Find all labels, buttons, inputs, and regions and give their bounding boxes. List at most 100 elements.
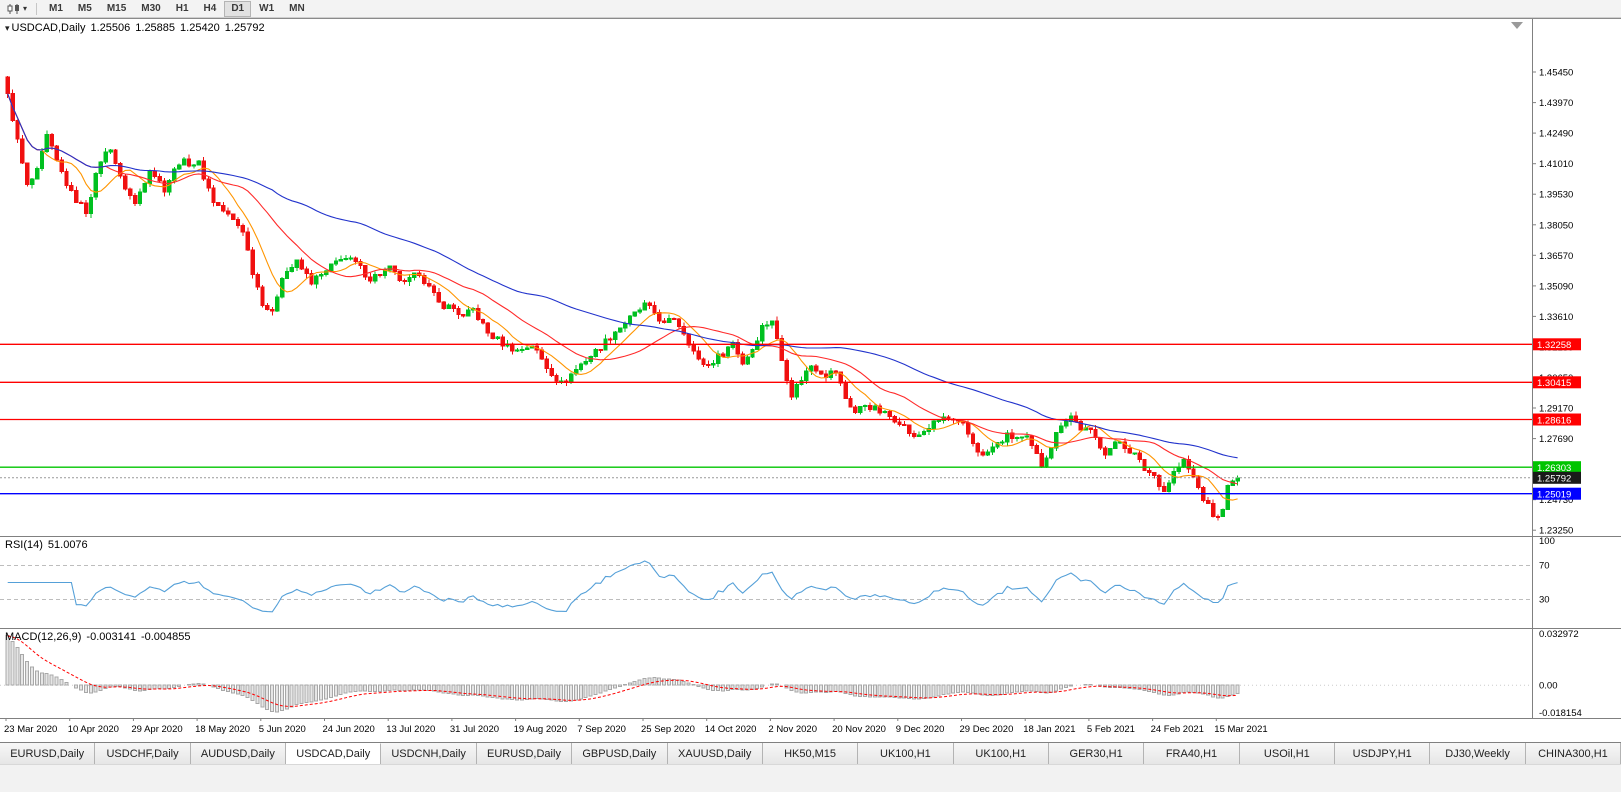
price-tick-label: 1.36570: [1539, 251, 1573, 262]
rsi-tick-label: 30: [1539, 595, 1550, 606]
timeframe-button-m15[interactable]: M15: [100, 1, 133, 17]
timeframe-button-d1[interactable]: D1: [224, 0, 252, 17]
ma-mid-red: [7, 93, 1238, 485]
symbol-tab-3-usdcad-daily[interactable]: USDCAD,Daily: [286, 743, 382, 764]
timeframe-button-m1[interactable]: M1: [42, 1, 70, 17]
price-tick-label: 1.39530: [1539, 190, 1573, 201]
dropdown-caret-icon: ▾: [23, 3, 28, 13]
candlestick-chart-icon: [7, 3, 19, 14]
ma-fast-orange: [7, 93, 1238, 501]
chart-tabs-bar: EURUSD,Daily USDCHF,Daily AUDUSD,Daily USDC…: [0, 742, 1621, 764]
timeframe-button-m30[interactable]: M30: [134, 1, 167, 17]
price-tick-label: 1.45450: [1539, 68, 1573, 79]
macd-tick-label: 0.00: [1539, 681, 1558, 692]
date-tick-label: 2 Nov 2020: [768, 724, 817, 735]
date-tick-label: 18 May 2020: [195, 724, 250, 735]
date-tick-label: 20 Nov 2020: [832, 724, 886, 735]
timeframe-button-h4[interactable]: H4: [197, 1, 224, 17]
candles: [5, 76, 1240, 521]
price-tick-label: 1.23250: [1539, 526, 1573, 537]
chart-window: 1.45450 1.43970 1.42490 1.41010 1.39530 1.380…: [0, 18, 1621, 743]
date-tick-label: 9 Dec 2020: [896, 724, 945, 735]
bottom-strip: [0, 764, 1621, 792]
macd-signal-line: [7, 635, 1238, 707]
rsi-line: [7, 560, 1238, 613]
timeframe-button-h1[interactable]: H1: [169, 1, 196, 17]
symbol-tab-8-hk50-m15[interactable]: HK50,M15: [762, 743, 859, 764]
date-tick-label: 23 Mar 2020: [4, 724, 57, 735]
chart-type-dropdown[interactable]: ▾: [3, 3, 31, 15]
svg-text:1.26303: 1.26303: [1537, 463, 1571, 474]
time-axis: 23 Mar 2020 10 Apr 2020 29 Apr 2020 18 May …: [4, 718, 1268, 735]
price-tick-label: 1.29170: [1539, 404, 1573, 415]
timeframe-toolbar: ▾ M1 M5 M15 M30 H1 H4 D1 W1 MN: [0, 0, 1621, 18]
symbol-tab-7-xauusd-daily[interactable]: XAUUSD,Daily: [667, 743, 763, 764]
timeframe-button-m5[interactable]: M5: [71, 1, 99, 17]
date-tick-label: 18 Jan 2021: [1023, 724, 1075, 735]
symbol-tab-12-fra40-h1[interactable]: FRA40,H1: [1144, 743, 1240, 764]
price-tick-label: 1.42490: [1539, 129, 1573, 140]
resistance-line-3-price-tag[interactable]: 1.28616: [1533, 413, 1581, 427]
svg-text:1.28616: 1.28616: [1537, 415, 1571, 426]
symbol-tab-13-usoil-h1[interactable]: USOil,H1: [1239, 743, 1336, 764]
symbol-tab-1-usdchf-daily[interactable]: USDCHF,Daily: [95, 743, 191, 764]
date-tick-label: 19 Aug 2020: [514, 724, 567, 735]
price-tick-label: 1.33610: [1539, 312, 1573, 323]
date-tick-label: 24 Jun 2020: [323, 724, 375, 735]
current-price-tag[interactable]: 1.25792: [1533, 471, 1581, 485]
symbol-tab-14-usdjpy-h1[interactable]: USDJPY,H1: [1335, 743, 1431, 764]
svg-text:1.25792: 1.25792: [1537, 474, 1571, 485]
support-line-green-price-tag[interactable]: 1.26303: [1533, 461, 1581, 474]
date-tick-label: 14 Oct 2020: [705, 724, 757, 735]
timeframe-buttons: M1 M5 M15 M30 H1 H4 D1 W1 MN: [42, 0, 312, 17]
price-tick-label: 1.24730: [1539, 495, 1573, 506]
svg-text:1.32258: 1.32258: [1537, 340, 1571, 351]
price-tick-label: 1.38050: [1539, 220, 1573, 231]
price-tick-label: 1.41010: [1539, 159, 1573, 170]
date-tick-label: 31 Jul 2020: [450, 724, 499, 735]
symbol-tab-15-dj30-weekly[interactable]: DJ30,Weekly: [1430, 743, 1526, 764]
symbol-tab-6-gbpusd-daily[interactable]: GBPUSD,Daily: [572, 743, 668, 764]
svg-text:1.30415: 1.30415: [1537, 378, 1571, 389]
date-tick-label: 10 Apr 2020: [68, 724, 119, 735]
rsi-tick-label: 70: [1539, 561, 1550, 572]
date-tick-label: 5 Feb 2021: [1087, 724, 1135, 735]
symbol-tab-16-china300-h1[interactable]: CHINA300,H1: [1525, 743, 1621, 764]
symbol-tab-11-ger30-h1[interactable]: GER30,H1: [1048, 743, 1145, 764]
price-chart-canvas[interactable]: 1.45450 1.43970 1.42490 1.41010 1.39530 1.380…: [0, 19, 1621, 743]
timeframe-button-w1[interactable]: W1: [252, 1, 281, 17]
price-tick-label: 1.43970: [1539, 98, 1573, 109]
date-tick-label: 25 Sep 2020: [641, 724, 695, 735]
resistance-line-1-price-tag[interactable]: 1.32258: [1533, 338, 1581, 351]
macd-axis: 0.032972 0.00 -0.018154: [1539, 629, 1582, 719]
price-axis: 1.45450 1.43970 1.42490 1.41010 1.39530 1.380…: [1532, 68, 1573, 537]
resistance-line-2-price-tag[interactable]: 1.30415: [1533, 376, 1581, 389]
symbol-tab-4-usdcnh-daily[interactable]: USDCNH,Daily: [381, 743, 477, 764]
macd-tick-label: -0.018154: [1539, 708, 1582, 719]
rsi-axis: 100 70 30: [1539, 536, 1555, 606]
timeframe-button-mn[interactable]: MN: [282, 1, 312, 17]
price-tick-label: 1.35090: [1539, 281, 1573, 292]
ma-slow-blue: [7, 93, 1238, 459]
rsi-tick-label: 100: [1539, 536, 1555, 547]
date-tick-label: 24 Feb 2021: [1151, 724, 1204, 735]
toolbar-separator: [36, 2, 38, 15]
symbol-tab-9-uk100-h1[interactable]: UK100,H1: [858, 743, 954, 764]
symbol-tab-2-audusd-daily[interactable]: AUDUSD,Daily: [190, 743, 287, 764]
symbol-tab-10-uk100-h1[interactable]: UK100,H1: [953, 743, 1049, 764]
macd-histogram: [5, 635, 1240, 713]
price-tick-label: 1.27690: [1539, 434, 1573, 445]
svg-text:1.25019: 1.25019: [1537, 490, 1571, 501]
date-tick-label: 5 Jun 2020: [259, 724, 306, 735]
date-tick-label: 15 Mar 2021: [1214, 724, 1267, 735]
symbol-tab-5-eurusd-daily[interactable]: EURUSD,Daily: [476, 743, 573, 764]
macd-tick-label: 0.032972: [1539, 629, 1579, 640]
support-line-blue-price-tag[interactable]: 1.25019: [1533, 487, 1581, 501]
date-tick-label: 7 Sep 2020: [577, 724, 626, 735]
date-tick-label: 29 Apr 2020: [131, 724, 182, 735]
date-tick-label: 13 Jul 2020: [386, 724, 435, 735]
chart-shift-marker-icon[interactable]: [1511, 22, 1523, 29]
symbol-tab-0-eurusd-daily[interactable]: EURUSD,Daily: [0, 743, 96, 764]
date-tick-label: 29 Dec 2020: [960, 724, 1014, 735]
